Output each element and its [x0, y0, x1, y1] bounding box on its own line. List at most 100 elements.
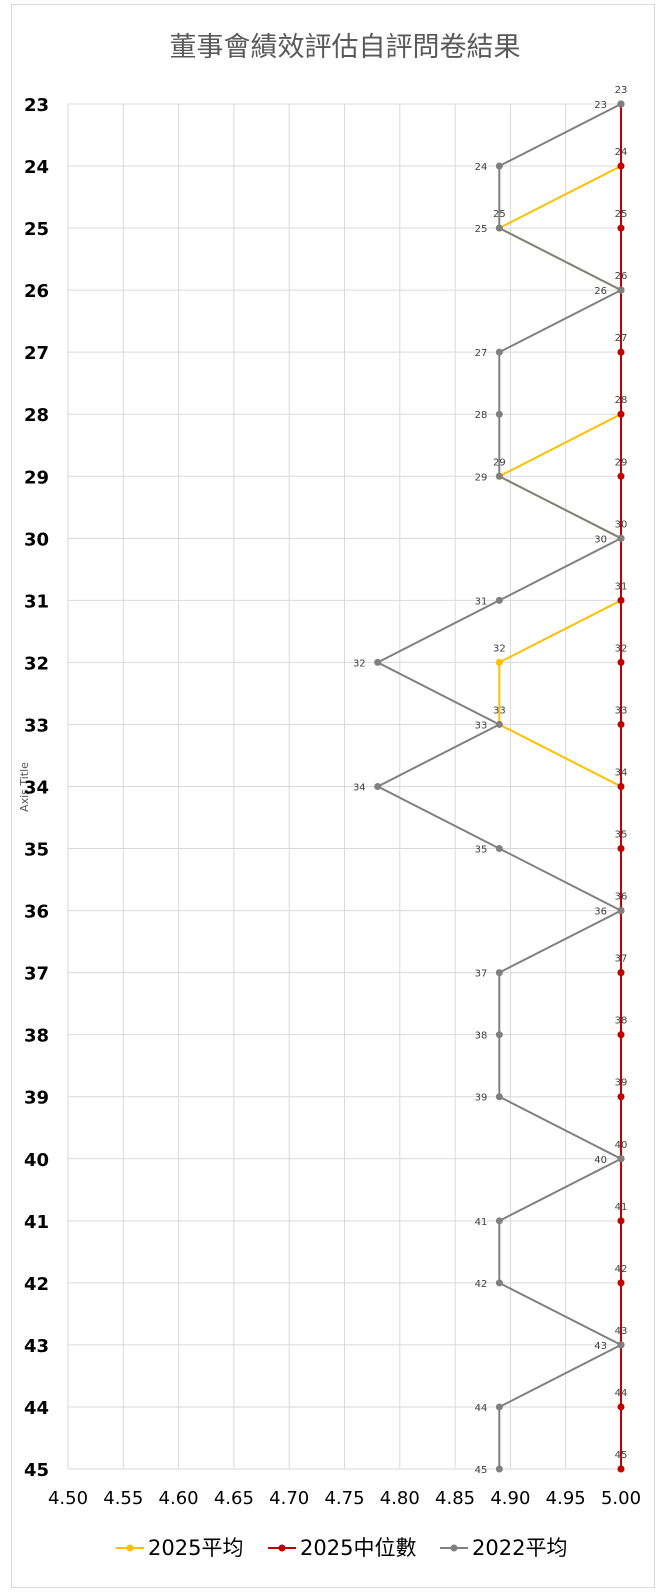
data-point [617, 1341, 625, 1349]
y-tick-label: 26 [24, 281, 49, 302]
data-label: 23 [594, 100, 607, 111]
data-point [617, 1403, 625, 1411]
data-point [617, 783, 625, 790]
y-tick-label: 34 [24, 778, 49, 799]
data-point [617, 100, 625, 108]
data-label: 45 [615, 1450, 628, 1461]
data-point [495, 658, 503, 666]
x-tick-label: 4.75 [324, 1488, 364, 1509]
data-point [495, 224, 503, 232]
data-label: 23 [615, 85, 628, 96]
data-label: 39 [475, 1093, 488, 1104]
y-tick-label: 32 [24, 653, 49, 674]
data-label: 32 [615, 643, 628, 654]
x-tick-label: 4.60 [159, 1488, 199, 1509]
data-label: 36 [615, 892, 628, 903]
data-label: 42 [475, 1279, 488, 1290]
data-point [617, 1031, 625, 1039]
data-label: 29 [475, 472, 488, 483]
y-tick-label: 24 [24, 157, 49, 178]
data-point [374, 658, 382, 666]
y-tick-labels: 23 24 25 26 27 28 29 30 31 32 33 34 35 36 37 38 39 40 41 42… [24, 95, 49, 1481]
data-label: 40 [594, 1155, 607, 1166]
data-label: 36 [594, 907, 607, 918]
data-point [374, 783, 382, 790]
data-label: 29 [493, 457, 506, 468]
data-label: 41 [615, 1202, 628, 1213]
data-point [495, 720, 503, 728]
data-point [617, 286, 625, 294]
x-tick-label: 4.80 [380, 1488, 420, 1509]
data-point [617, 1155, 625, 1163]
data-label: 30 [594, 534, 607, 545]
x-tick-labels: 4.50 4.55 4.60 4.65 4.70 4.75 4.80 4.85 4.90 4.95… [48, 1488, 641, 1509]
y-tick-label: 42 [24, 1274, 49, 1295]
data-label: 26 [594, 286, 607, 297]
data-point [617, 1217, 625, 1225]
data-label: 25 [475, 224, 488, 235]
data-label: 33 [615, 705, 628, 716]
x-tick-label: 4.50 [48, 1488, 88, 1509]
data-point [617, 410, 625, 418]
y-tick-label: 35 [24, 840, 49, 861]
data-label: 29 [615, 457, 628, 468]
data-point [495, 969, 503, 977]
data-label: 28 [615, 395, 628, 406]
data-point [617, 348, 625, 356]
legend-marker [126, 1544, 134, 1552]
data-label: 27 [615, 333, 628, 344]
data-label: 37 [615, 954, 628, 965]
data-point [495, 472, 503, 480]
y-axis-title: Axis Title [18, 762, 31, 812]
data-point [495, 1279, 503, 1287]
data-point [495, 1403, 503, 1411]
y-tick-label: 36 [24, 902, 49, 923]
data-label: 38 [615, 1016, 628, 1027]
data-label: 40 [615, 1140, 628, 1151]
data-label: 37 [475, 969, 488, 980]
data-point [495, 596, 503, 604]
y-tick-label: 45 [24, 1460, 49, 1481]
data-label: 43 [615, 1326, 628, 1337]
x-tick-label: 4.95 [546, 1488, 586, 1509]
y-tick-label: 23 [24, 95, 49, 116]
data-point [617, 1093, 625, 1101]
data-point [495, 1465, 503, 1473]
data-label: 30 [615, 519, 628, 530]
y-tick-label: 43 [24, 1336, 49, 1357]
data-label: 34 [353, 783, 366, 794]
data-point [617, 596, 625, 604]
legend-marker [450, 1544, 458, 1552]
y-tick-label: 28 [24, 405, 49, 426]
data-label: 33 [493, 705, 506, 716]
x-tick-label: 4.70 [269, 1488, 309, 1509]
data-point [617, 162, 625, 170]
y-tick-label: 38 [24, 1026, 49, 1047]
data-point [495, 162, 503, 170]
series-layer [374, 100, 625, 1473]
data-point [495, 845, 503, 853]
data-label: 24 [475, 162, 488, 173]
y-tick-label: 44 [24, 1398, 49, 1419]
data-point [617, 472, 625, 480]
data-label: 24 [615, 147, 628, 158]
data-label: 25 [493, 209, 506, 220]
y-tick-label: 33 [24, 715, 49, 736]
data-point [617, 224, 625, 232]
x-tick-label: 5.00 [601, 1488, 641, 1509]
x-tick-label: 4.65 [214, 1488, 254, 1509]
data-label: 45 [475, 1465, 488, 1476]
legend-label: 2022平均 [472, 1536, 567, 1560]
legend-marker [278, 1544, 286, 1552]
legend: 2025平均 2025中位數 2022平均 [116, 1536, 567, 1560]
data-label: 31 [615, 581, 628, 592]
point-label-layer: 23 23 24 25 26 26 27 28 29 30 30 31 32 33 34 35 36 36 37 38… [353, 85, 627, 1476]
data-label: 27 [475, 348, 488, 359]
data-label: 25 [615, 209, 628, 220]
data-label: 38 [475, 1031, 488, 1042]
y-tick-label: 29 [24, 467, 49, 488]
x-tick-label: 4.85 [435, 1488, 475, 1509]
data-point [495, 410, 503, 418]
data-point [617, 1279, 625, 1287]
data-label: 43 [594, 1341, 607, 1352]
